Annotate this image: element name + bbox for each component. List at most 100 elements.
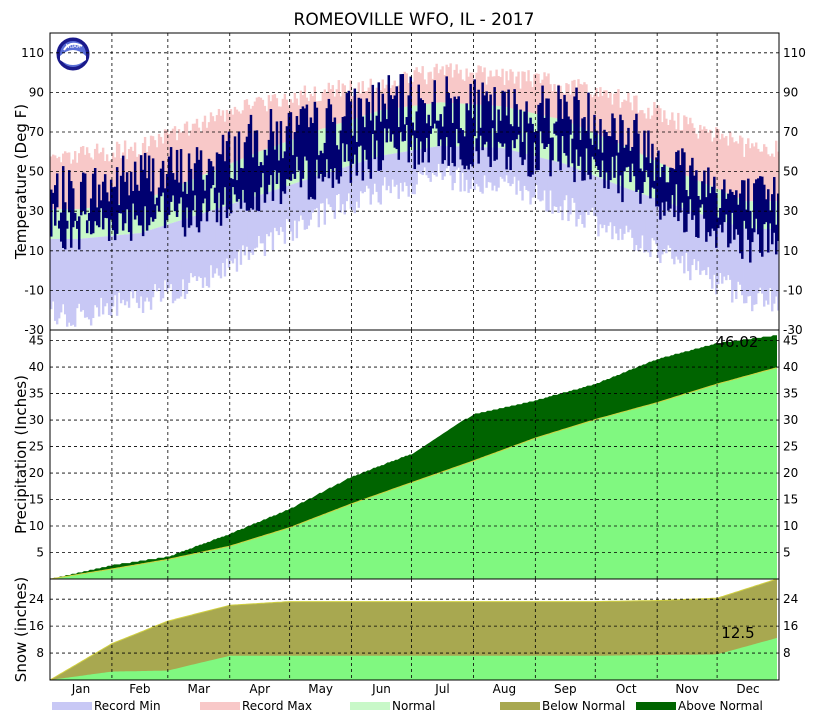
normal-bar — [317, 130, 321, 176]
record-min-bar — [761, 229, 764, 294]
normal-bar — [161, 191, 165, 226]
record-min-bar — [287, 185, 291, 222]
observed-bar — [589, 138, 592, 180]
record-max-bar — [509, 69, 512, 109]
observed-bar — [709, 193, 712, 237]
record-min-bar — [295, 182, 299, 239]
y-tick-label-right: 20 — [783, 466, 798, 480]
observed-bar — [757, 178, 760, 235]
record-min-bar — [601, 178, 604, 229]
record-min-bar — [703, 215, 706, 271]
record-max-bar — [613, 93, 616, 142]
record-min-bar — [117, 235, 121, 293]
normal-bar — [99, 206, 103, 237]
record-max-bar — [571, 80, 574, 124]
record-max-bar — [707, 132, 710, 185]
record-max-bar — [477, 65, 480, 105]
observed-bar — [109, 179, 113, 220]
observed-bar — [587, 92, 590, 175]
record-max-bar — [155, 147, 159, 195]
normal-bar — [103, 205, 107, 237]
record-min-bar — [653, 197, 656, 241]
record-max-bar — [685, 116, 688, 176]
observed-bar — [335, 145, 339, 180]
observed-bar — [559, 99, 562, 171]
record-max-bar — [343, 85, 346, 122]
observed-bar — [121, 155, 125, 231]
normal-bar — [117, 204, 121, 236]
observed-bar — [625, 144, 628, 168]
record-min-bar — [587, 173, 590, 216]
observed-bar — [693, 175, 696, 216]
observed-bar — [655, 157, 658, 207]
record-max-bar — [745, 143, 748, 202]
y-tick-label-left: 15 — [29, 493, 44, 507]
observed-bar — [241, 168, 245, 190]
record-max-bar — [673, 120, 676, 170]
record-min-bar — [379, 155, 382, 205]
normal-bar — [81, 208, 85, 239]
observed-bar — [199, 150, 203, 222]
record-min-bar — [289, 184, 293, 232]
normal-bar — [105, 205, 109, 237]
observed-bar — [263, 149, 267, 203]
y-tick-label-right: 35 — [783, 387, 798, 401]
record-min-bar — [299, 181, 303, 216]
record-max-bar — [79, 146, 83, 209]
observed-bar — [771, 194, 774, 245]
record-max-bar — [127, 149, 131, 203]
record-max-bar — [323, 89, 327, 129]
observed-bar — [353, 88, 357, 155]
record-max-bar — [547, 73, 550, 117]
record-min-bar — [633, 190, 636, 251]
record-min-bar — [63, 238, 67, 315]
month-label: Jan — [71, 682, 91, 696]
observed-bar — [577, 100, 580, 166]
record-min-bar — [531, 155, 534, 198]
record-min-bar — [679, 207, 682, 264]
record-min-bar — [363, 160, 366, 192]
observed-bar — [317, 155, 321, 179]
record-min-bar — [273, 190, 277, 228]
y-tick-label-right: 50 — [783, 165, 798, 179]
record-max-bar — [383, 88, 386, 110]
record-min-bar — [569, 166, 572, 215]
record-min-bar — [375, 157, 378, 192]
record-max-bar — [165, 129, 169, 191]
normal-bar — [479, 104, 482, 148]
record-min-bar — [741, 227, 744, 296]
observed-bar — [383, 103, 387, 129]
record-min-bar — [429, 147, 432, 182]
record-min-bar — [745, 229, 748, 304]
record-min-bar — [97, 237, 101, 317]
record-max-bar — [311, 96, 315, 133]
observed-bar — [511, 126, 514, 141]
observed-bar — [449, 98, 452, 148]
panel-frame — [49, 578, 780, 681]
observed-bar — [469, 83, 472, 165]
observed-bar — [115, 167, 119, 234]
y-tick-label-left: -10 — [24, 283, 44, 297]
observed-bar — [687, 196, 690, 214]
observed-bar — [131, 190, 135, 204]
observed-bar — [545, 98, 548, 147]
record-max-bar — [443, 75, 446, 103]
observed-bar — [521, 141, 524, 166]
observed-bar — [297, 124, 301, 171]
record-min-bar — [467, 146, 470, 193]
observed-bar — [769, 210, 772, 224]
record-min-bar — [515, 151, 518, 195]
y-tick-label-right: 5 — [783, 546, 791, 560]
record-min-bar — [619, 185, 622, 229]
observed-bar — [701, 181, 704, 205]
record-min-bar — [451, 146, 454, 191]
record-max-bar — [319, 100, 323, 130]
record-min-bar — [263, 193, 267, 257]
observed-bar — [255, 130, 259, 211]
observed-bar — [647, 130, 650, 178]
record-max-bar — [715, 127, 718, 189]
observed-bar — [221, 134, 225, 205]
observed-bar — [591, 144, 594, 157]
observed-bar — [333, 117, 337, 169]
record-max-bar — [491, 76, 494, 106]
